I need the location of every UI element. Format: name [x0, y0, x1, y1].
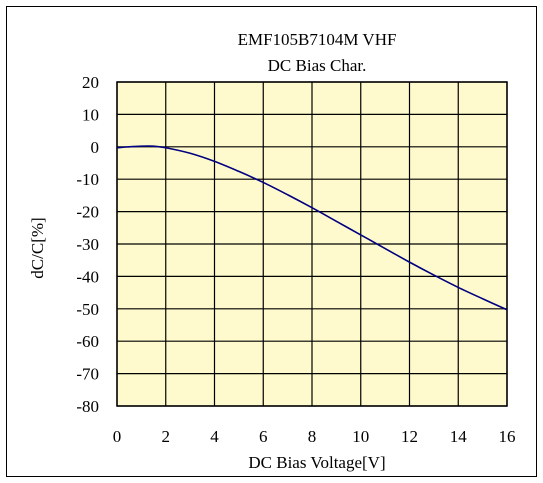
x-axis-label: DC Bias Voltage[V]: [248, 453, 385, 472]
chart-subtitle: DC Bias Char.: [268, 56, 367, 75]
chart-title: EMF105B7104M VHF: [238, 30, 397, 49]
x-tick-label: 12: [401, 427, 418, 446]
x-tick-label: 16: [499, 427, 516, 446]
y-tick-label: -20: [76, 203, 99, 222]
y-tick-label: -80: [76, 397, 99, 416]
x-tick-label: 4: [210, 427, 219, 446]
grid: [116, 81, 508, 407]
x-tick-label: 8: [308, 427, 317, 446]
y-tick-label: 20: [82, 73, 99, 92]
x-tick-label: 0: [113, 427, 122, 446]
y-tick-label: -70: [76, 365, 99, 384]
y-tick-label: -10: [76, 170, 99, 189]
y-tick-label: -30: [76, 235, 99, 254]
y-tick-label: 0: [91, 138, 100, 157]
x-tick-label: 14: [450, 427, 468, 446]
y-tick-label: -40: [76, 267, 99, 286]
x-tick-label: 10: [352, 427, 369, 446]
y-tick-labels: 20 10 0 -10 -20 -30 -40 -50 -60 -70 -80: [76, 73, 99, 416]
series-line: [116, 145, 508, 311]
x-tick-labels: 0 2 4 6 8 10 12 14 16: [113, 427, 516, 446]
x-tick-label: 6: [259, 427, 268, 446]
x-tick-label: 2: [162, 427, 171, 446]
y-tick-label: -60: [76, 332, 99, 351]
y-tick-label: 10: [82, 105, 99, 124]
y-axis-label: dC/C[%]: [28, 217, 47, 278]
y-tick-label: -50: [76, 300, 99, 319]
